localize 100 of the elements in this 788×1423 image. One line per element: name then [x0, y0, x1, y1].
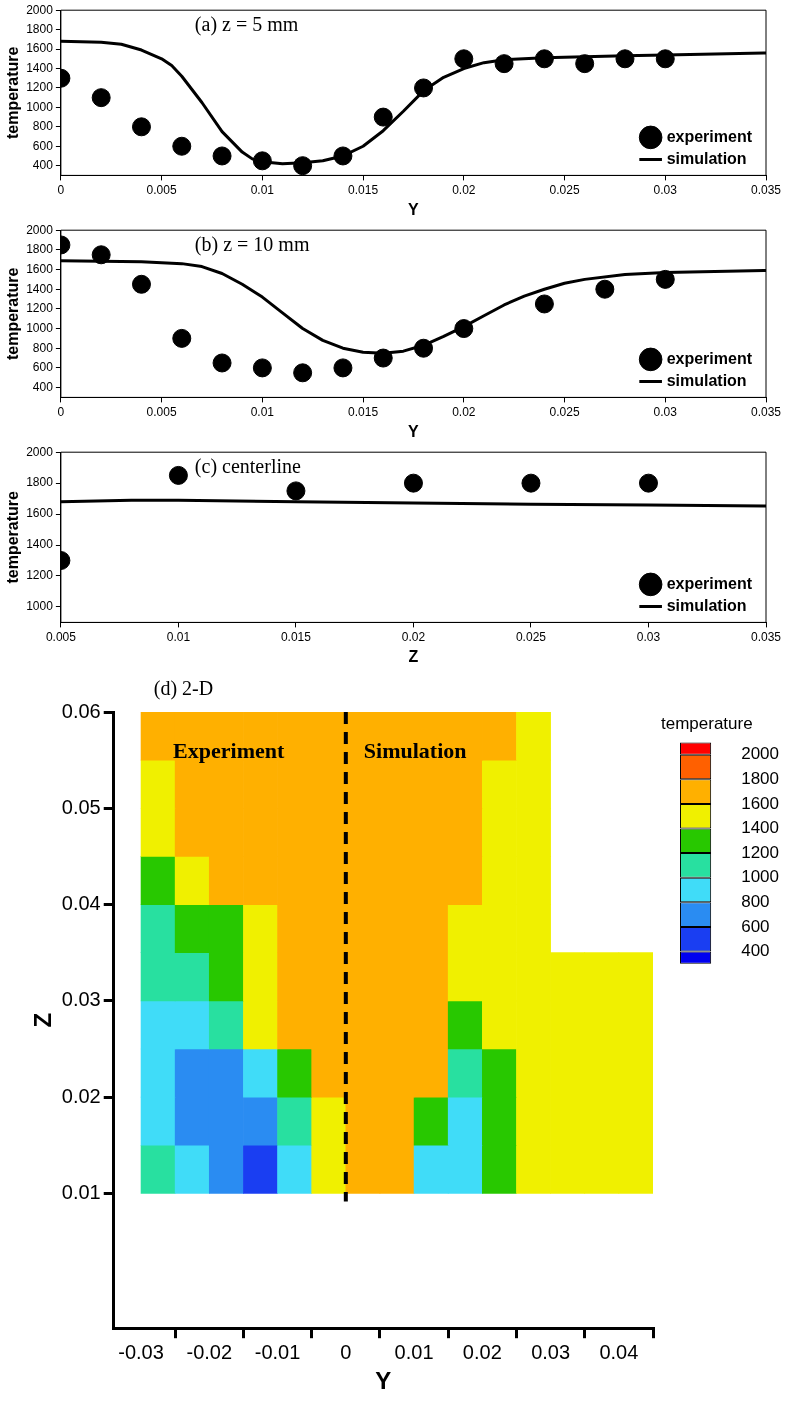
point [91, 245, 111, 265]
point [414, 78, 434, 98]
legend-label: simulation [666, 596, 747, 614]
x-tick-label: 0.015 [348, 404, 379, 419]
color-bar-label: 1800 [741, 768, 780, 788]
chart-title: (d) 2-D [153, 677, 214, 701]
x-tick-label: 0.015 [280, 629, 312, 644]
chart-title: (c) centerline [194, 455, 302, 479]
point [252, 151, 272, 171]
x-tick-label: 0.015 [348, 182, 379, 197]
x-tick-label: 0.01 [250, 404, 275, 419]
x-tick-label: -0.03 [118, 1340, 164, 1363]
point [454, 49, 474, 69]
y-tick-label: 0.01 [61, 1180, 101, 1203]
point [333, 358, 353, 378]
x-tick-label: 0.005 [146, 404, 177, 419]
point [373, 348, 393, 368]
y-tick-label: 1400 [26, 537, 54, 552]
y-axis-title: temperature [4, 46, 22, 140]
point [172, 328, 192, 348]
point [414, 338, 434, 358]
y-tick-label: 1800 [26, 21, 54, 36]
y-tick-label: 1200 [26, 568, 54, 583]
color-bar-label: 400 [741, 941, 770, 961]
y-tick-label: 0.03 [61, 988, 101, 1011]
color-bar-label: 1000 [741, 867, 780, 887]
point [286, 481, 306, 501]
x-tick-label: 0.01 [394, 1340, 434, 1363]
x-tick-label: 0.02 [452, 404, 476, 419]
y-tick-label: 1000 [26, 99, 54, 114]
y-tick-label: 1200 [26, 80, 54, 95]
x-tick-label: 0.03 [653, 404, 678, 419]
point [534, 49, 554, 69]
x-tick-label: 0.035 [750, 629, 782, 644]
y-tick-label: 2000 [26, 2, 54, 17]
y-tick-label: 1000 [26, 320, 54, 335]
point [655, 49, 675, 69]
y-tick-label: 1400 [26, 60, 54, 75]
y-tick-label: 0.05 [61, 795, 101, 818]
x-tick-label: 0.035 [750, 182, 782, 197]
point [373, 107, 393, 127]
x-tick-label: 0 [340, 1340, 352, 1363]
y-tick-label: 1600 [26, 261, 54, 276]
x-tick-label: 0.03 [531, 1340, 571, 1363]
point [454, 319, 474, 339]
legend-label: experiment [666, 349, 753, 367]
color-bar-label: 1600 [741, 793, 780, 813]
x-tick-label: 0.03 [653, 182, 678, 197]
y-tick-label: 1600 [26, 41, 54, 56]
legend-label: simulation [666, 149, 747, 167]
annotation: Experiment [173, 737, 285, 763]
point [252, 358, 272, 378]
point [595, 279, 615, 299]
color-bar-label: 1200 [741, 842, 780, 862]
y-axis-title: temperature [4, 490, 22, 584]
y-tick-label: 1600 [26, 506, 54, 521]
x-axis-title: Z [408, 647, 419, 665]
y-tick-label: 800 [32, 340, 54, 355]
y-tick-label: 0.06 [61, 699, 101, 722]
point [575, 54, 595, 74]
chart-title: (a) z = 5 mm [194, 13, 299, 37]
y-tick-label: 1800 [26, 242, 54, 257]
y-tick-label: 400 [32, 157, 54, 172]
point [91, 88, 111, 108]
x-tick-label: 0.04 [599, 1340, 639, 1363]
y-tick-label: 1800 [26, 475, 54, 490]
legend-label: experiment [666, 574, 753, 592]
color-bar-label: 800 [741, 891, 770, 911]
x-tick-label: 0.02 [452, 182, 476, 197]
x-tick-label: 0.01 [166, 629, 191, 644]
legend-label: experiment [666, 127, 753, 145]
y-tick-label: 2000 [26, 222, 54, 237]
y-tick-label: 1200 [26, 301, 54, 316]
x-tick-label: 0.035 [750, 404, 782, 419]
legend-label: simulation [666, 371, 747, 389]
y-tick-label: 1000 [26, 599, 54, 614]
point [131, 274, 151, 294]
chart-title: (b) z = 10 mm [194, 233, 310, 257]
color-bar-label: 2000 [741, 744, 780, 764]
x-tick-label: 0.02 [401, 629, 426, 644]
x-tick-label: 0.025 [515, 629, 547, 644]
point [293, 363, 313, 383]
x-tick-label: -0.02 [186, 1340, 233, 1363]
x-axis-title: Y [408, 422, 420, 440]
point [521, 473, 541, 493]
point [293, 156, 313, 176]
y-tick-label: 800 [32, 119, 54, 134]
x-axis-title: Y [408, 200, 420, 218]
color-bar-title: temperature [661, 713, 753, 733]
annotation: Simulation [363, 737, 467, 763]
x-tick-label: 0 [57, 182, 65, 197]
x-tick-label: 0.01 [250, 182, 275, 197]
y-tick-label: 2000 [26, 444, 54, 459]
x-tick-label: 0.03 [636, 629, 661, 644]
point [168, 465, 188, 485]
color-bar-label: 1400 [741, 818, 780, 838]
y-tick-label: 1400 [26, 281, 54, 296]
y-tick-label: 600 [32, 360, 54, 375]
x-tick-label: -0.01 [254, 1340, 301, 1363]
y-axis-title: Z [29, 1012, 57, 1028]
